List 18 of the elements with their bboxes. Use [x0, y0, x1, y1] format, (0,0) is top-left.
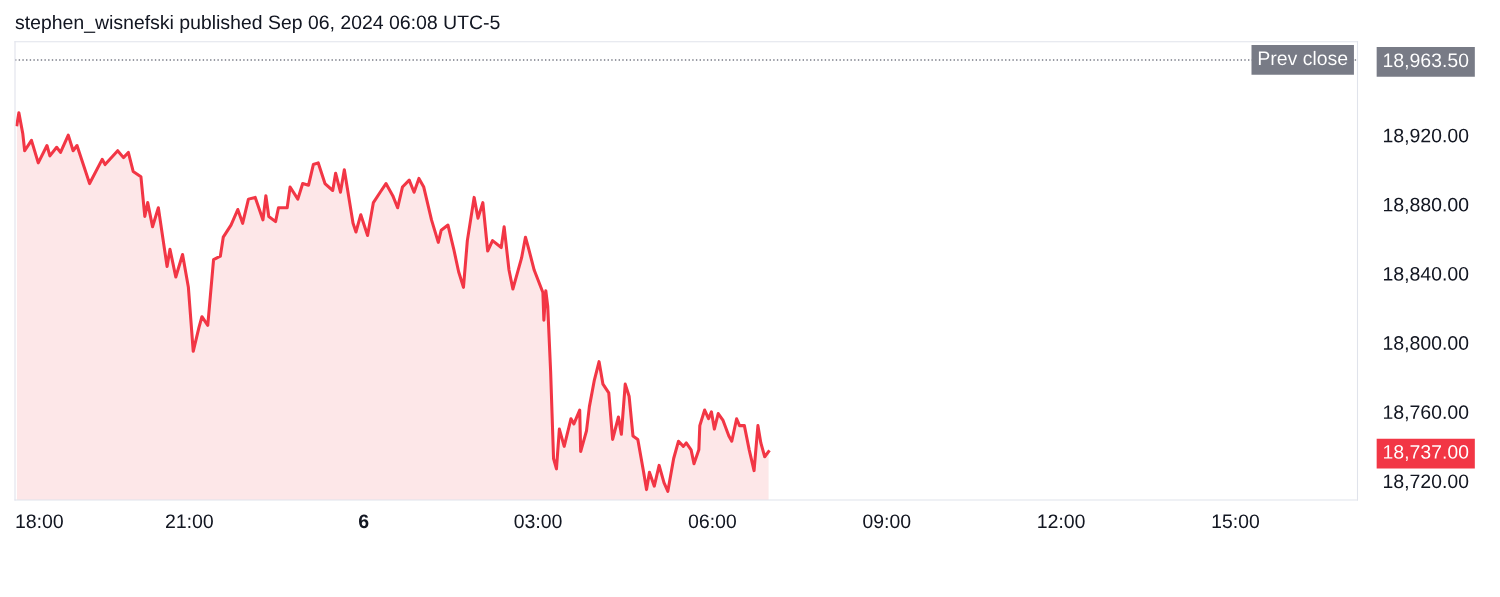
x-tick-label: 03:00 [514, 514, 562, 529]
x-tick-label: 09:00 [863, 514, 911, 529]
ref-line-label: Prev close [1258, 50, 1348, 66]
x-tick-label: 15:00 [1212, 514, 1260, 529]
y-tick-label: 18,800.00 [1383, 336, 1469, 353]
y-tick-label: 18,920.00 [1383, 128, 1469, 145]
x-tick-label: 18:00 [16, 514, 63, 529]
x-tick-label: 21:00 [166, 514, 213, 529]
y-tick-label: 18,963.50 [1383, 53, 1469, 70]
y-tick-label: 18,760.00 [1383, 405, 1469, 422]
x-tick-label: 6 [359, 514, 369, 529]
y-tick-label: 18,840.00 [1383, 266, 1469, 284]
x-tick-label: 06:00 [688, 514, 736, 529]
chart-title: stephen_wisnefski published Sep 06, 2024 06:08 UTC-5 [15, 14, 500, 34]
y-tick-label: 18,880.00 [1383, 197, 1469, 214]
y-tick-label: 18,737.00 [1383, 445, 1469, 462]
y-tick-label: 18,720.00 [1383, 474, 1469, 491]
x-tick-label: 12:00 [1038, 514, 1085, 529]
